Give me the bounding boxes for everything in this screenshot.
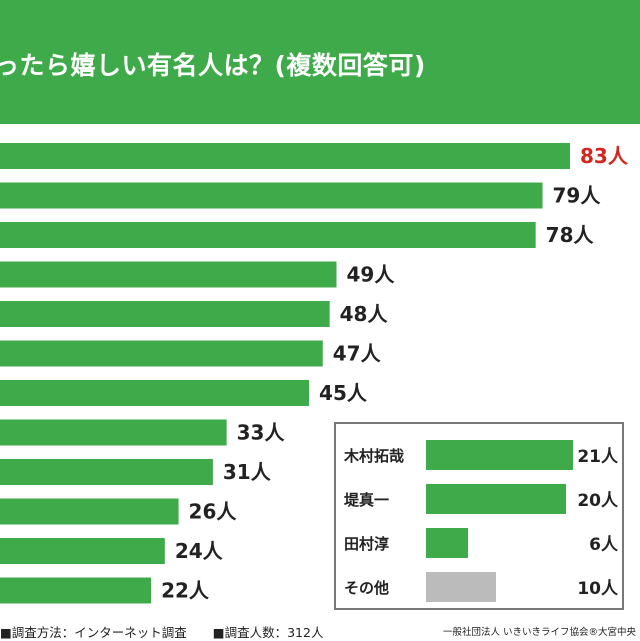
breakdown-value-3: 10人 — [577, 579, 619, 599]
breakdown-panel: 木村拓哉 21人堤真一 20人田村淳 6人その他 10人 — [334, 422, 624, 610]
breakdown-category-3: その他 — [344, 579, 389, 597]
bar-9 — [0, 498, 179, 525]
bar-value-label-0: 83人 — [580, 144, 629, 168]
bar-4 — [0, 301, 330, 327]
bar-11 — [0, 577, 152, 604]
breakdown-bar-3 — [426, 572, 496, 602]
chart-title: ったら嬉しい有名人は？(複数回答可) — [0, 51, 426, 80]
bar-value-label-8: 31人 — [223, 460, 272, 484]
bar-3 — [0, 261, 337, 288]
source-credit: 一般社団法人 いきいきライフ協会®大宮中央 — [442, 627, 636, 638]
survey-method: ■調査方法：インターネット調査 — [0, 625, 187, 640]
bar-value-label-3: 49人 — [347, 263, 396, 287]
breakdown-bar-2 — [426, 528, 468, 558]
header-banner: ったら嬉しい有名人は？(複数回答可) — [0, 0, 640, 124]
bar-6 — [0, 380, 310, 406]
breakdown-bar-0 — [426, 440, 573, 470]
bar-8 — [0, 459, 213, 485]
bar-2 — [0, 222, 536, 248]
bar-value-label-1: 79人 — [553, 184, 602, 208]
bar-0 — [0, 143, 570, 169]
breakdown-value-0: 21人 — [577, 447, 619, 467]
survey-info: ■調査方法：インターネット調査 ■調査人数：312人 — [0, 622, 323, 641]
breakdown-category-2: 田村淳 — [344, 535, 389, 553]
bar-value-label-5: 47人 — [333, 342, 382, 366]
bar-10 — [0, 538, 165, 564]
survey-respondents: ■調査人数：312人 — [212, 625, 324, 640]
bar-value-label-9: 26人 — [189, 500, 238, 524]
main-bar-chart: 83人 79人 78人 49人 48人 47人 45人 33人 31人 26人 24人 22人 — [0, 143, 629, 604]
breakdown-category-1: 堤真一 — [344, 491, 389, 509]
bar-5 — [0, 340, 323, 367]
bar-value-label-11: 22人 — [161, 579, 210, 603]
bar-value-label-6: 45人 — [319, 381, 368, 405]
bar-7 — [0, 419, 227, 446]
bar-value-label-4: 48人 — [340, 302, 389, 326]
breakdown-category-0: 木村拓哉 — [343, 447, 404, 465]
breakdown-bar-1 — [426, 484, 566, 514]
breakdown-value-2: 6人 — [589, 535, 619, 555]
bar-value-label-7: 33人 — [237, 421, 286, 445]
bar-value-label-2: 78人 — [546, 223, 595, 247]
bar-1 — [0, 182, 543, 209]
bar-value-label-10: 24人 — [175, 539, 224, 563]
breakdown-value-1: 20人 — [577, 491, 619, 511]
